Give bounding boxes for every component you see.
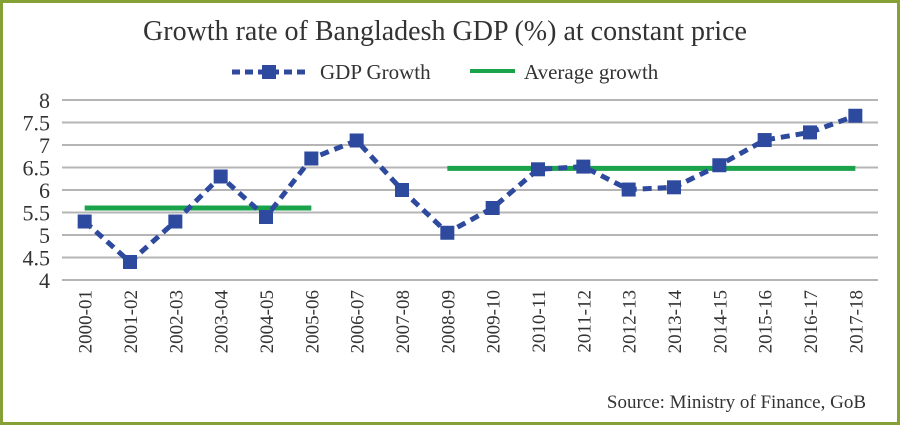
- gdp-growth-line: [83, 113, 857, 266]
- y-tick-label: 4: [39, 268, 50, 293]
- x-tick-label: 2009-10: [484, 290, 505, 353]
- x-tick-label: 2006-07: [348, 290, 369, 353]
- x-tick-label: 2015-16: [756, 290, 777, 353]
- legend-label-gdp-growth: GDP Growth: [320, 60, 431, 84]
- y-axis: 44.555.566.577.58: [23, 88, 51, 293]
- x-tick-label: 2003-04: [212, 290, 233, 354]
- gdp-growth-marker: [757, 133, 772, 148]
- gdp-growth-marker: [621, 182, 636, 197]
- gdp-growth-marker: [123, 255, 137, 269]
- legend-item-gdp-growth: GDP Growth: [232, 60, 431, 84]
- gridlines: [62, 99, 878, 281]
- y-tick-label: 5.5: [23, 201, 51, 226]
- x-tick-label: 2013-14: [665, 290, 686, 354]
- x-tick-label: 2005-06: [302, 290, 323, 353]
- average-growth-series: [84, 165, 856, 211]
- x-tick-label: 2000-01: [76, 290, 97, 353]
- gdp-growth-marker: [168, 214, 183, 229]
- y-tick-label: 8: [39, 88, 50, 113]
- y-tick-label: 5: [39, 223, 50, 248]
- chart-title: Growth rate of Bangladesh GDP (%) at con…: [143, 16, 747, 47]
- gdp-growth-marker: [395, 183, 409, 197]
- legend: GDP Growth Average growth: [232, 60, 659, 84]
- gdp-growth-marker: [576, 159, 591, 174]
- legend-label-average-growth: Average growth: [524, 60, 659, 84]
- gdp-growth-marker: [304, 151, 319, 166]
- x-tick-label: 2010-11: [529, 290, 550, 353]
- gdp-growth-series: [77, 108, 863, 269]
- x-tick-label: 2007-08: [393, 290, 414, 353]
- x-tick-label: 2001-02: [121, 290, 142, 353]
- gdp-growth-marker: [667, 180, 681, 195]
- gdp-growth-marker: [803, 125, 817, 140]
- y-tick-label: 7: [39, 133, 50, 158]
- y-tick-label: 6: [39, 178, 50, 203]
- x-tick-label: 2014-15: [710, 290, 731, 353]
- gdp-growth-marker: [485, 201, 500, 215]
- x-axis: 2000-01 2001-02 2002-03 2003-04 2004-05 2005-…: [76, 290, 868, 354]
- x-tick-label: 2002-03: [166, 290, 187, 353]
- x-tick-label: 2004-05: [257, 290, 278, 353]
- gdp-growth-marker: [349, 133, 364, 148]
- x-tick-label: 2012-13: [620, 290, 641, 353]
- legend-item-average-growth: Average growth: [470, 60, 659, 84]
- x-tick-label: 2011-12: [574, 290, 595, 353]
- x-tick-label: 2016-17: [801, 290, 822, 353]
- source-note: Source: Ministry of Finance, GoB: [607, 392, 866, 413]
- legend-marker-gdp-growth: [262, 65, 276, 79]
- gdp-growth-marker: [259, 210, 273, 224]
- y-tick-label: 7.5: [23, 111, 51, 136]
- y-tick-label: 6.5: [23, 156, 51, 181]
- gdp-growth-marker: [213, 169, 228, 184]
- y-tick-label: 4.5: [23, 246, 51, 271]
- x-tick-label: 2017-18: [846, 290, 867, 353]
- gdp-growth-marker: [440, 225, 455, 240]
- x-tick-label: 2008-09: [438, 290, 459, 353]
- gdp-growth-marker: [712, 158, 727, 173]
- gdp-growth-marker: [77, 214, 92, 229]
- gdp-growth-marker: [531, 162, 545, 177]
- gdp-growth-marker: [848, 108, 863, 123]
